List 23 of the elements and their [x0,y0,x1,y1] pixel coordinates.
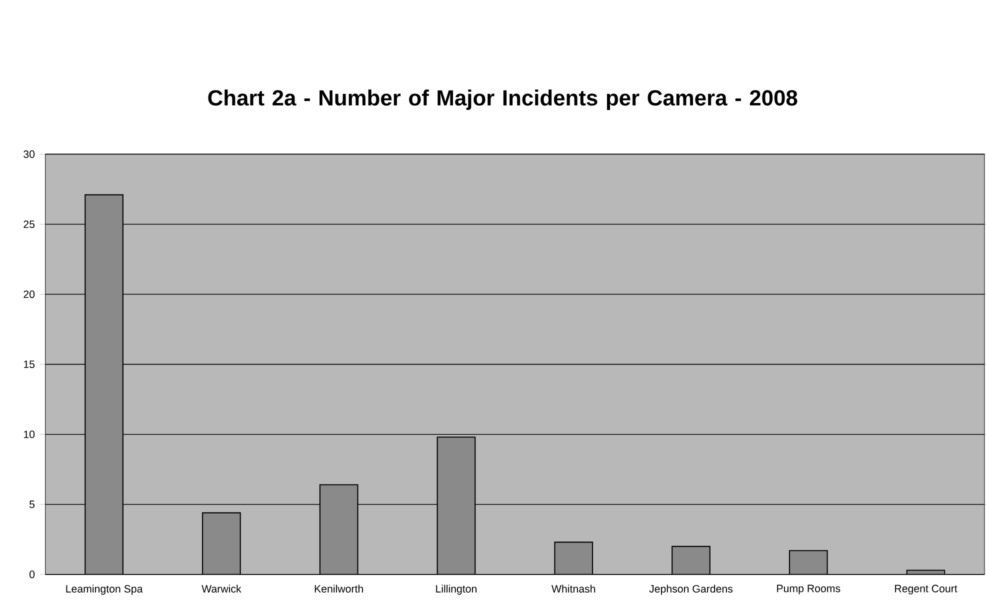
bar [84,194,124,574]
y-tick-label: 20 [24,290,35,298]
x-tick-label: Kenilworth [314,584,363,593]
y-tick-label: 10 [24,430,35,438]
bar [788,550,828,574]
y-tick-label: 5 [30,500,35,508]
y-tick-label: 30 [24,150,35,158]
bar [436,436,476,574]
chart-title: Chart 2a - Number of Major Incidents per Camera - 2008 [208,90,798,110]
x-tick-label: Lillington [436,584,477,595]
bar [554,542,594,574]
x-tick-label: Regent Court [895,584,958,594]
x-tick-label: Leamington Spa [66,584,143,595]
x-tick-label: Pump Rooms [777,584,840,594]
x-tick-label: Warwick [202,584,242,593]
x-tick-label: Whitnash [552,584,596,593]
x-tick-label: Jephson Gardens [649,584,733,595]
y-tick-label: 25 [24,220,35,228]
bar [202,512,241,574]
bar [319,484,358,574]
y-tick-label: 0 [30,570,35,578]
y-tick-label: 15 [24,360,35,368]
bar [672,546,710,574]
